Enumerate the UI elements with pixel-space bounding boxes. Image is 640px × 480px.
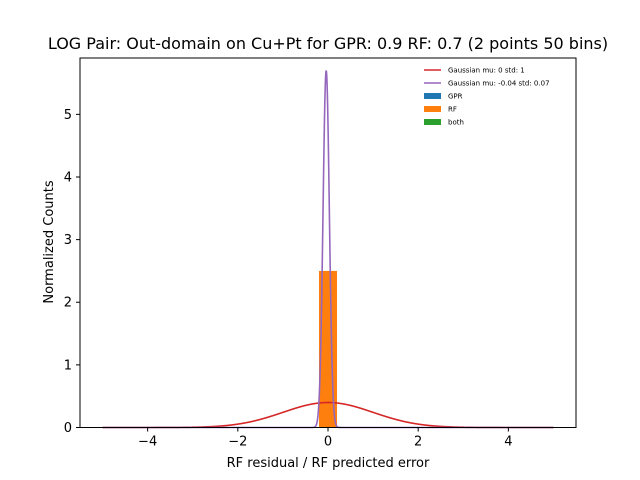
x-axis-label: RF residual / RF predicted error xyxy=(227,456,430,471)
y-tick-label: 1 xyxy=(64,358,72,373)
y-axis-ticks: 0 1 2 3 4 5 xyxy=(64,108,80,436)
x-tick-label: 0 xyxy=(324,435,332,450)
legend-patch-swatch xyxy=(424,106,441,112)
chart-title: LOG Pair: Out-domain on Cu+Pt for GPR: 0… xyxy=(48,34,608,53)
y-tick-label: 2 xyxy=(64,296,72,311)
legend-patch-swatch xyxy=(424,93,441,99)
x-tick-label: 4 xyxy=(504,435,512,450)
x-tick-label: 2 xyxy=(414,435,422,450)
x-axis-ticks: −4 −2 0 2 4 xyxy=(138,427,513,450)
y-axis-label: Normalized Counts xyxy=(42,180,57,303)
y-tick-label: 4 xyxy=(64,170,72,185)
legend: Gaussian mu: 0 std: 1 Gaussian mu: -0.04 … xyxy=(424,67,550,127)
legend-label: Gaussian mu: -0.04 std: 0.07 xyxy=(448,80,550,88)
x-tick-label: −4 xyxy=(138,435,157,450)
y-tick-label: 3 xyxy=(64,233,72,248)
legend-label: Gaussian mu: 0 std: 1 xyxy=(448,67,525,75)
legend-label: RF xyxy=(448,106,457,114)
legend-label: both xyxy=(448,119,464,127)
legend-patch-swatch xyxy=(424,119,441,125)
y-tick-label: 0 xyxy=(64,421,72,436)
legend-label: GPR xyxy=(448,93,463,101)
y-tick-label: 5 xyxy=(64,108,72,123)
x-tick-label: −2 xyxy=(228,435,247,450)
